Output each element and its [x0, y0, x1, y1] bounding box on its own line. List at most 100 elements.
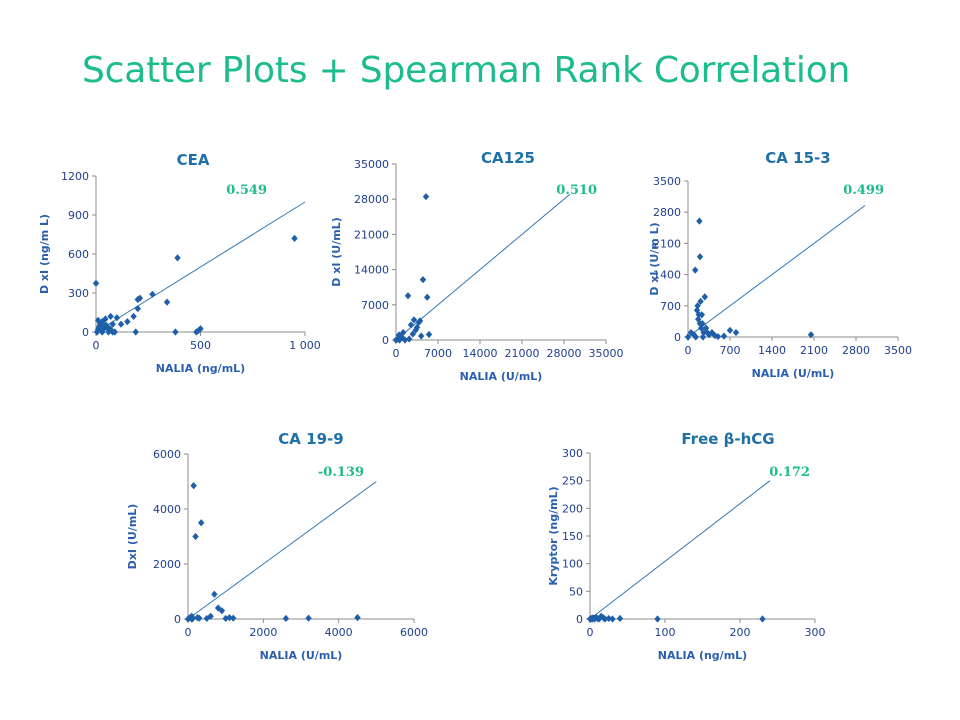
- data-point: [601, 615, 609, 623]
- data-point: [807, 331, 815, 339]
- data-point: [132, 328, 139, 336]
- y-tick-label: 0: [174, 613, 181, 626]
- data-point: [102, 315, 109, 323]
- x-axis-label: NALIA (U/mL): [752, 367, 835, 380]
- spearman-coefficient: -0.139: [318, 465, 364, 480]
- plot-4: 0 2000 4000 6000 0 2000 4000 6000 CA 19-9 -0.139 N…: [126, 430, 428, 662]
- y-tick-label: 300: [562, 447, 583, 460]
- y-tick-label: 21000: [354, 228, 389, 241]
- x-tick-label: 2100: [800, 344, 828, 357]
- data-point: [226, 614, 233, 622]
- x-tick-label: 0: [587, 626, 594, 639]
- correlation-line: [589, 480, 771, 620]
- data-point: [422, 193, 430, 201]
- data-point: [404, 292, 412, 300]
- y-tick-label: 300: [68, 287, 89, 300]
- panel-title: CA 15-3: [765, 149, 830, 167]
- y-tick-label: 900: [68, 209, 89, 222]
- spearman-coefficient: 0.549: [226, 183, 267, 198]
- y-tick-label: 1200: [61, 170, 89, 183]
- data-point: [94, 325, 102, 333]
- x-tick-label: 7000: [424, 347, 452, 360]
- x-tick-label: 3500: [884, 344, 912, 357]
- correlation-line: [95, 201, 306, 333]
- data-point: [197, 325, 204, 333]
- y-axis-label: DxI (U/mL): [126, 504, 139, 570]
- y-axis-label: D xI (U/m L): [648, 222, 661, 295]
- x-tick-label: 21000: [505, 347, 540, 360]
- data-point: [174, 254, 181, 262]
- data-point: [101, 321, 108, 330]
- data-point: [425, 330, 433, 339]
- y-tick-label: 2800: [653, 206, 681, 219]
- x-tick-label: 14000: [463, 347, 498, 360]
- y-tick-label: 3500: [653, 175, 681, 188]
- data-point: [211, 590, 218, 598]
- data-point: [117, 320, 125, 328]
- data-point: [400, 328, 407, 337]
- data-point: [230, 614, 237, 622]
- plot-1: 0 300 600 900 1200 0 500 1 000 CEA 0.549 NALIA (ng…: [38, 151, 321, 375]
- x-axis-label: NALIA (U/mL): [260, 649, 343, 662]
- y-axis-label: D xI (ng/m L): [38, 214, 51, 294]
- data-point: [192, 532, 199, 541]
- y-tick-label: 50: [569, 585, 583, 598]
- data-point: [696, 217, 703, 225]
- panel-title: CA 19-9: [278, 430, 343, 448]
- data-point: [195, 327, 202, 335]
- x-tick-label: 1 000: [289, 339, 321, 352]
- x-tick-label: 300: [805, 626, 826, 639]
- data-point: [412, 326, 419, 334]
- data-point: [692, 266, 699, 274]
- y-tick-label: 2000: [153, 558, 181, 571]
- data-point: [172, 328, 179, 336]
- plot-5: 0 50 100 150 200 250 300 0 100 200 300 Free β-hCG 0.…: [547, 430, 826, 662]
- y-tick-label: 200: [562, 502, 583, 515]
- spearman-coefficient: 0.172: [769, 465, 810, 480]
- slide-title: Scatter Plots + Spearman Rank Correlatio…: [82, 50, 851, 91]
- data-point: [203, 614, 211, 623]
- data-point: [130, 312, 137, 320]
- y-tick-label: 150: [562, 530, 583, 543]
- data-point: [759, 615, 766, 623]
- correlation-line: [187, 481, 377, 620]
- x-tick-label: 0: [393, 347, 400, 360]
- x-tick-label: 28000: [547, 347, 582, 360]
- y-tick-label: 1400: [653, 269, 681, 282]
- data-point: [700, 328, 707, 337]
- data-point: [96, 324, 104, 332]
- data-point: [701, 293, 708, 301]
- data-point: [305, 614, 312, 622]
- data-point: [654, 615, 661, 623]
- data-point: [720, 332, 728, 340]
- data-point: [149, 290, 156, 298]
- data-point: [163, 298, 171, 306]
- data-point: [124, 318, 131, 326]
- y-tick-label: 0: [382, 334, 389, 347]
- data-point: [409, 330, 416, 338]
- data-point: [354, 614, 361, 622]
- data-point: [94, 316, 102, 324]
- x-tick-label: 2800: [842, 344, 870, 357]
- panel-title: CEA: [177, 151, 210, 169]
- x-axis-label: NALIA (ng/mL): [156, 362, 245, 375]
- x-axis-label: NALIA (U/mL): [460, 370, 543, 383]
- y-axis-label: D xI (U/mL): [330, 217, 343, 286]
- plot-2: 0 7000 14000 21000 28000 35000 0 7000 14000 21000…: [330, 149, 624, 383]
- data-point: [109, 328, 116, 336]
- x-tick-label: 100: [655, 626, 676, 639]
- spearman-coefficient: 0.499: [843, 183, 884, 198]
- data-point: [190, 482, 197, 490]
- y-tick-label: 28000: [354, 193, 389, 206]
- y-tick-label: 2100: [653, 237, 681, 250]
- data-point: [684, 333, 692, 341]
- x-axis-label: NALIA (ng/mL): [658, 649, 747, 662]
- data-point: [196, 614, 203, 622]
- data-point: [407, 321, 415, 329]
- panel-title: CA125: [481, 149, 535, 167]
- data-point: [732, 328, 740, 337]
- data-point: [697, 297, 704, 305]
- correlation-line: [395, 193, 571, 341]
- data-point: [609, 615, 616, 623]
- y-tick-label: 4000: [153, 503, 181, 516]
